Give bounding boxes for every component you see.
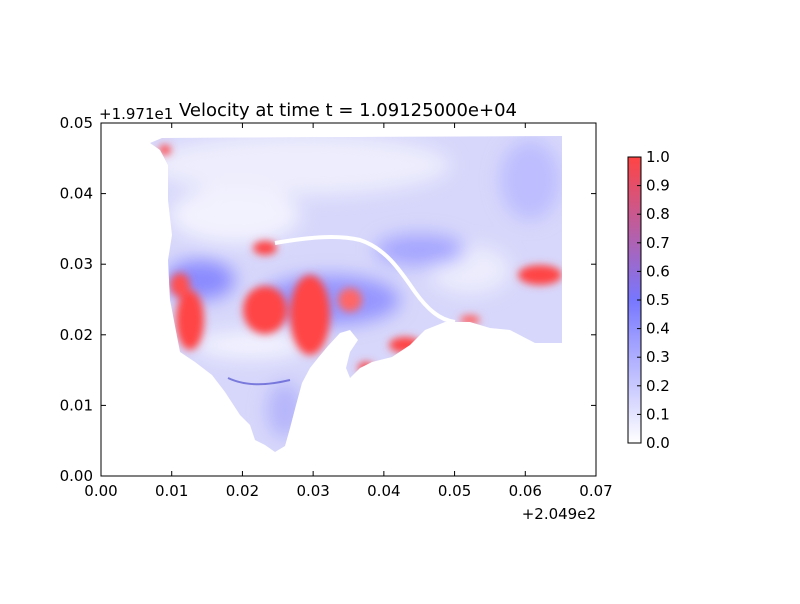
field-calm-zone-north — [150, 136, 450, 195]
x-tick-label: 0.00 — [84, 482, 117, 500]
colorbar: 0.0 0.1 0.2 0.3 0.4 0.5 0.6 0.7 0.8 0.9 1.0 — [627, 148, 670, 452]
x-tick-label: 0.07 — [579, 482, 612, 500]
field-hotspot-rim — [253, 241, 277, 255]
colorbar-tick-label: 0.0 — [646, 434, 670, 452]
colorbar-tick-label: 0.8 — [646, 205, 670, 223]
colorbar-tick-label: 0.9 — [646, 177, 670, 195]
y-tick-label: 0.00 — [60, 467, 93, 485]
plot-frame — [100, 122, 597, 477]
y-tick-label: 0.03 — [60, 255, 93, 273]
field-hotspot-west-coast — [176, 290, 204, 350]
y-tick-label: 0.01 — [60, 396, 93, 414]
field-hotspot-ridge — [338, 288, 362, 312]
field-coast-streak — [227, 377, 291, 386]
field-hotspot-east — [518, 265, 562, 285]
field-calm-zone-bay — [195, 331, 305, 359]
colorbar-tick-label: 1.0 — [646, 148, 670, 166]
x-tick-label: 0.03 — [296, 482, 329, 500]
colorbar-tick-label: 0.1 — [646, 405, 670, 423]
field-river-channel — [274, 235, 456, 324]
x-tick-label: 0.05 — [438, 482, 471, 500]
colorbar-tick-label: 0.4 — [646, 320, 670, 338]
field-hotspot-northwest — [170, 273, 190, 297]
x-tick-label: 0.04 — [367, 482, 400, 500]
y-tick-label: 0.02 — [60, 326, 93, 344]
y-tick-label: 0.05 — [60, 114, 93, 132]
chart-title: Velocity at time t = 1.09125000e+04 — [179, 100, 517, 121]
colorbar-tick-label: 0.7 — [646, 234, 670, 252]
x-tick-label: 0.02 — [226, 482, 259, 500]
x-axis: 0.00 0.01 0.02 0.03 0.04 0.05 0.06 0.07 — [84, 123, 613, 500]
field-calm-zone-center — [170, 187, 300, 243]
colorbar-tick-label: 0.5 — [646, 291, 670, 309]
colorbar-tick-label: 0.6 — [646, 262, 670, 280]
colorbar-tick-label: 0.2 — [646, 377, 670, 395]
y-offset-label: +1.971e1 — [99, 105, 173, 123]
field-zone-northeast — [500, 140, 560, 220]
field-zone-channel — [375, 234, 465, 266]
colorbar-ticks: 0.0 0.1 0.2 0.3 0.4 0.5 0.6 0.7 0.8 0.9 1.0 — [637, 148, 670, 452]
field-hotspot-bay-central — [290, 275, 330, 355]
velocity-field — [150, 136, 562, 452]
y-axis: 0.00 0.01 0.02 0.03 0.04 0.05 — [60, 114, 596, 485]
x-tick-label: 0.06 — [509, 482, 542, 500]
x-tick-label: 0.01 — [155, 482, 188, 500]
field-hotspot-northwest-corner — [159, 145, 171, 155]
y-tick-label: 0.04 — [60, 185, 93, 203]
colorbar-tick-label: 0.3 — [646, 348, 670, 366]
field-hotspot-bay-west — [243, 286, 287, 334]
x-offset-label: +2.049e2 — [522, 505, 596, 523]
